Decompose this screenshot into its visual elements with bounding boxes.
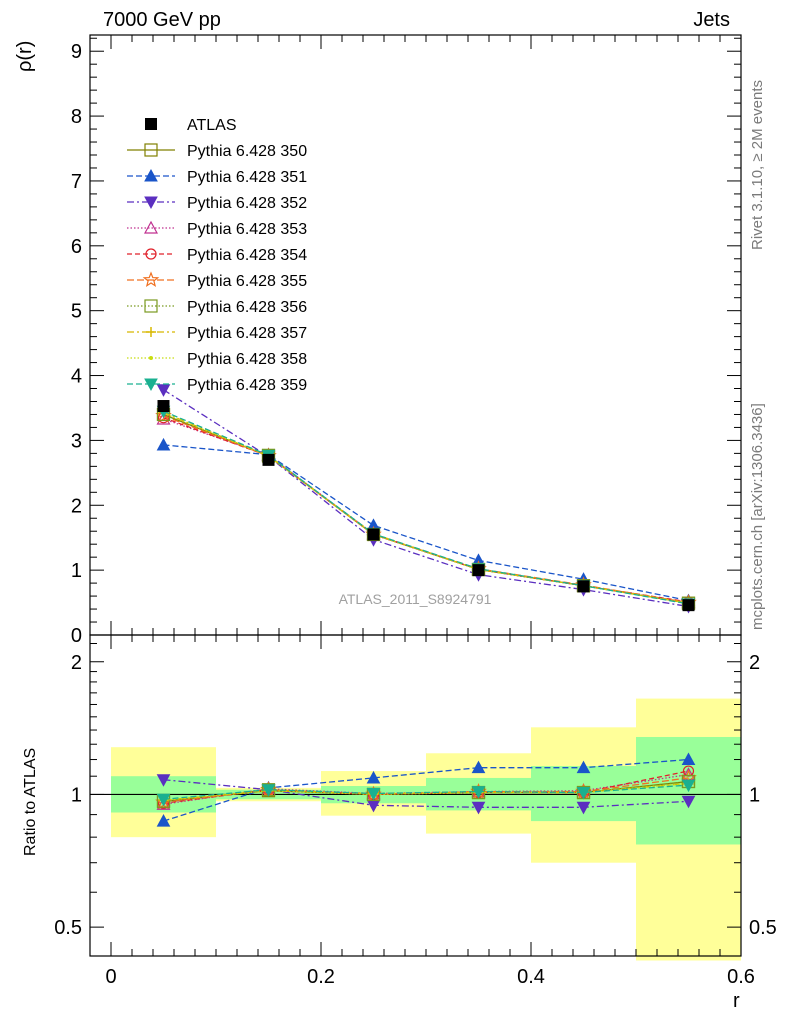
main-ytick-label: 0	[71, 625, 82, 647]
ratio-ytick-label-right: 1	[749, 784, 760, 806]
main-series-6	[156, 407, 696, 610]
main-series-line-9	[163, 410, 689, 605]
main-series-8	[161, 411, 691, 606]
legend-marker-5	[142, 271, 160, 288]
main-ytick-label: 6	[71, 236, 82, 258]
main-ytick-label: 8	[71, 106, 82, 128]
ratio-ytick-label-right: 2	[749, 652, 760, 674]
legend-label-6: Pythia 6.428 356	[187, 299, 307, 316]
ratio-series-line-8	[163, 782, 689, 801]
legend-marker-8	[149, 356, 153, 360]
main-ytick-label: 7	[71, 171, 82, 193]
main-ytick-label: 5	[71, 301, 82, 323]
atlas-data-point-0	[157, 400, 170, 413]
ratio-series-point-2-3	[471, 801, 486, 815]
main-series-7	[158, 407, 694, 609]
main-series-line-7	[163, 411, 689, 604]
energy-title: 7000 GeV pp	[103, 9, 221, 31]
ratio-series-point-9-1	[261, 784, 276, 797]
legend-label-7: Pythia 6.428 357	[187, 325, 307, 342]
main-series-2	[156, 384, 696, 614]
main-series-line-8	[163, 412, 689, 604]
ratio-frame	[89, 634, 742, 957]
legend-label-2: Pythia 6.428 352	[187, 195, 307, 212]
main-series-point-2-0	[156, 384, 171, 397]
legend-marker-4	[145, 248, 157, 260]
atlas-data-point-3	[472, 564, 485, 577]
main-series-0	[156, 407, 696, 610]
ratio-series-point-2-5	[681, 795, 696, 809]
legend-marker-7	[146, 327, 156, 337]
atlas-data	[157, 400, 695, 612]
main-series-5	[155, 407, 697, 610]
ratio-series-point-2-4	[576, 801, 591, 815]
ratio-series-point-9-0	[156, 793, 171, 807]
xtick-label: 0.2	[307, 966, 335, 988]
xtick-label: 0	[105, 966, 116, 988]
ratio-series-point-1-3	[471, 760, 486, 774]
ratio-ytick-label: 1	[71, 784, 82, 806]
main-series-line-4	[163, 417, 689, 603]
jets-title: Jets	[693, 9, 730, 31]
x-axis-label: r	[733, 990, 740, 1012]
ratio-series-point-1-0	[156, 814, 171, 827]
atlas-data-point-5	[682, 599, 695, 612]
xtick-label: 0.4	[517, 966, 545, 988]
main-series-line-1	[163, 444, 689, 602]
legend-label-5: Pythia 6.428 355	[187, 273, 307, 290]
legend-marker-3	[143, 220, 159, 234]
legend-marker-9	[144, 378, 158, 392]
xtick-label: 0.6	[727, 966, 755, 988]
ratio-series-point-9-3	[471, 786, 486, 799]
ratio-series-point-1-2	[366, 770, 381, 784]
legend-label-9: Pythia 6.428 359	[187, 377, 307, 394]
legend-label-8: Pythia 6.428 358	[187, 351, 307, 368]
ratio-series-line-9	[163, 784, 689, 800]
main-series-line-0	[163, 413, 689, 604]
ratio-ytick-label: 2	[71, 652, 82, 674]
main-series-9	[156, 405, 696, 611]
ratio-series-point-2-0	[156, 774, 171, 787]
legend-label-atlas: ATLAS	[187, 117, 237, 134]
ratio-series-point-9-2	[366, 787, 381, 801]
legend-marker-atlas	[145, 118, 157, 130]
main-series-3	[156, 411, 696, 609]
atlas-data-point-2	[367, 528, 380, 541]
atlas-data-point-4	[577, 580, 590, 593]
main-series-1	[156, 437, 696, 607]
main-ytick-label: 2	[71, 495, 82, 517]
legend-label-4: Pythia 6.428 354	[187, 247, 307, 264]
atlas-data-point-1	[262, 453, 275, 466]
legend-label-1: Pythia 6.428 351	[187, 169, 307, 186]
ratio-series-line-2	[163, 779, 689, 808]
legend-marker-1	[144, 168, 158, 182]
main-series-4	[157, 412, 695, 608]
ratio-series-point-1-4	[576, 760, 591, 774]
main-series-line-2	[163, 389, 689, 608]
legend-marker-2	[144, 196, 158, 210]
ratio-series-9	[156, 779, 696, 807]
ratio-series-point-9-4	[576, 787, 591, 800]
legend-marker-0	[144, 143, 158, 157]
main-ytick-label: 1	[71, 560, 82, 582]
main-ytick-label: 3	[71, 430, 82, 452]
ratio-series-line-1	[163, 758, 689, 822]
ratio-series-point-1-5	[681, 752, 696, 766]
main-series-point-1-0	[156, 437, 171, 451]
legend-label-0: Pythia 6.428 350	[187, 143, 307, 160]
ratio-series-point-9-5	[681, 779, 696, 793]
legend-label-3: Pythia 6.428 353	[187, 221, 307, 238]
analysis-label: ATLAS_2011_S8924791	[339, 591, 492, 607]
ratio-ytick-label-right: 0.5	[749, 917, 777, 939]
main-series-line-6	[163, 413, 689, 604]
main-ytick-label: 9	[71, 41, 82, 63]
legend-marker-6	[144, 299, 158, 313]
ratio-ytick-label: 0.5	[54, 917, 82, 939]
legend: ATLAS Pythia 6.428 350 Pythia 6.428 351 Pyt…	[127, 117, 307, 394]
main-ytick-label: 4	[71, 366, 82, 388]
